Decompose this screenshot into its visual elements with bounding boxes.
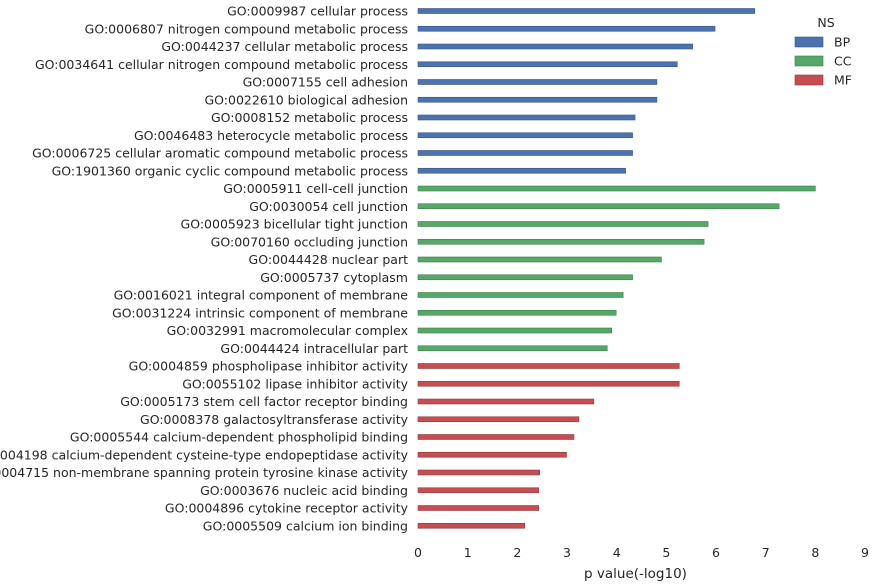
category-label-11: GO:0005911 cell-cell junction bbox=[223, 181, 408, 196]
category-label-26: GO:0004198 calcium-dependent cysteine-ty… bbox=[0, 447, 409, 462]
bar-2 bbox=[417, 25, 716, 32]
category-label-9: GO:0006725 cellular aromatic compound me… bbox=[32, 146, 408, 161]
bar-30 bbox=[417, 522, 526, 529]
category-label-25: GO:0005544 calcium-dependent phospholipi… bbox=[70, 430, 408, 445]
category-label-6: GO:0022610 biological adhesion bbox=[205, 92, 409, 107]
bars bbox=[417, 8, 816, 529]
category-label-12: GO:0030054 cell junction bbox=[249, 199, 408, 214]
bar-7 bbox=[417, 114, 636, 121]
x-axis-ticks: 0 1 2 3 4 5 6 7 8 9 bbox=[414, 545, 869, 560]
category-label-28: GO:0003676 nucleic acid binding bbox=[200, 483, 408, 498]
category-label-5: GO:0007155 cell adhesion bbox=[243, 75, 408, 90]
category-label-7: GO:0008152 metabolic process bbox=[211, 110, 408, 125]
category-label-29: GO:0004896 cytokine receptor activity bbox=[165, 501, 409, 516]
x-tick-label: 6 bbox=[712, 545, 720, 560]
bar-16 bbox=[417, 274, 633, 281]
bar-6 bbox=[417, 96, 658, 103]
category-label-22: GO:0055102 lipase inhibitor activity bbox=[182, 376, 408, 391]
category-label-27: GO:0004715 non-membrane spanning protein… bbox=[0, 465, 409, 480]
category-label-2: GO:0006807 nitrogen compound metabolic p… bbox=[85, 21, 408, 36]
bar-5 bbox=[417, 79, 658, 85]
x-tick-label: 1 bbox=[464, 545, 472, 560]
category-label-13: GO:0005923 bicellular tight junction bbox=[181, 217, 408, 232]
bar-8 bbox=[417, 132, 633, 139]
x-tick-label: 8 bbox=[811, 545, 819, 560]
bar-20 bbox=[417, 345, 608, 352]
bar-10 bbox=[417, 167, 626, 174]
category-label-23: GO:0005173 stem cell factor receptor bin… bbox=[120, 394, 408, 409]
bar-24 bbox=[417, 416, 580, 423]
category-label-19: GO:0032991 macromolecular complex bbox=[167, 323, 408, 338]
bar-29 bbox=[417, 505, 539, 511]
x-tick-label: 3 bbox=[563, 545, 571, 560]
bar-21 bbox=[417, 363, 680, 369]
x-tick-label: 7 bbox=[762, 545, 770, 560]
bar-11 bbox=[417, 185, 816, 192]
x-tick-label: 5 bbox=[662, 545, 670, 560]
bar-14 bbox=[417, 238, 705, 245]
x-tick-label: 2 bbox=[513, 545, 521, 560]
bar-9 bbox=[417, 150, 633, 156]
bar-17 bbox=[417, 292, 624, 298]
category-label-16: GO:0005737 cytoplasm bbox=[260, 270, 408, 285]
legend-label-cc: CC bbox=[834, 54, 852, 69]
bar-13 bbox=[417, 221, 709, 227]
category-label-17: GO:0016021 integral component of membran… bbox=[114, 288, 409, 303]
bar-25 bbox=[417, 434, 575, 440]
x-tick-label: 4 bbox=[613, 545, 621, 560]
legend-label-bp: BP bbox=[834, 35, 851, 50]
legend-title: NS bbox=[817, 15, 834, 30]
legend-swatch-mf bbox=[794, 74, 824, 86]
bar-26 bbox=[417, 451, 567, 458]
legend-label-mf: MF bbox=[834, 73, 852, 88]
category-label-20: GO:0044424 intracellular part bbox=[220, 341, 408, 356]
bar-12 bbox=[417, 203, 780, 210]
legend-swatch-bp bbox=[794, 36, 824, 48]
category-label-1: GO:0009987 cellular process bbox=[227, 4, 408, 19]
category-label-21: GO:0004859 phospholipase inhibitor activ… bbox=[129, 359, 409, 374]
category-label-4: GO:0034641 cellular nitrogen compound me… bbox=[35, 57, 408, 72]
category-label-14: GO:0070160 occluding junction bbox=[211, 234, 408, 249]
x-axis-title: p value(-log10) bbox=[584, 566, 687, 582]
category-label-30: GO:0005509 calcium ion binding bbox=[203, 518, 408, 533]
x-tick-label: 9 bbox=[861, 545, 869, 560]
x-tick-label: 0 bbox=[414, 545, 422, 560]
category-label-10: GO:1901360 organic cyclic compound metab… bbox=[52, 163, 408, 178]
category-label-3: GO:0044237 cellular metabolic process bbox=[161, 39, 408, 54]
legend: NS BP CC MF bbox=[794, 15, 852, 88]
category-labels: GO:0009987 cellular process GO:0006807 ni… bbox=[0, 4, 409, 534]
bar-15 bbox=[417, 256, 662, 263]
bar-27 bbox=[417, 469, 540, 476]
bar-28 bbox=[417, 487, 539, 494]
bar-3 bbox=[417, 43, 693, 50]
bar-18 bbox=[417, 309, 617, 316]
bar-22 bbox=[417, 380, 680, 387]
category-label-15: GO:0044428 nuclear part bbox=[249, 252, 409, 267]
bar-19 bbox=[417, 327, 612, 334]
legend-swatch-cc bbox=[794, 55, 824, 67]
category-label-18: GO:0031224 intrinsic component of membra… bbox=[112, 305, 408, 320]
bar-1 bbox=[417, 8, 756, 14]
category-label-24: GO:0008378 galactosyltransferase activit… bbox=[140, 412, 409, 427]
category-label-8: GO:0046483 heterocycle metabolic process bbox=[134, 128, 408, 143]
bar-4 bbox=[417, 61, 678, 68]
bar-23 bbox=[417, 398, 595, 405]
